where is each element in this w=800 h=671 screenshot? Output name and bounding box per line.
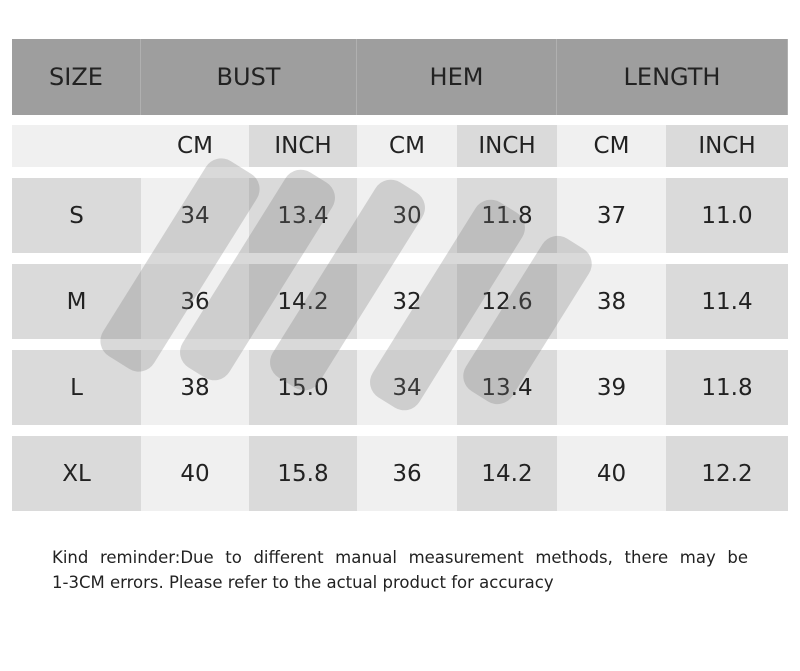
table-cell: 38 xyxy=(557,264,666,339)
row-size-label: M xyxy=(12,264,141,339)
table-cell: 34 xyxy=(141,178,249,253)
header-bust: BUST xyxy=(141,39,357,115)
note-line-1: Kind reminder:Due to different manual me… xyxy=(52,548,748,567)
subheader-unit: INCH xyxy=(457,125,557,167)
header-size: SIZE xyxy=(12,39,141,115)
table-cell: 14.2 xyxy=(249,264,357,339)
table-cell: 15.8 xyxy=(249,436,357,511)
row-size-label: XL xyxy=(12,436,141,511)
table-cell: 13.4 xyxy=(457,350,557,425)
table-cell: 34 xyxy=(357,350,457,425)
table-cell: 12.2 xyxy=(666,436,788,511)
table-cell: 32 xyxy=(357,264,457,339)
subheader-unit: INCH xyxy=(666,125,788,167)
table-cell: 40 xyxy=(557,436,666,511)
table-cell: 40 xyxy=(141,436,249,511)
table-cell: 36 xyxy=(141,264,249,339)
header-length: LENGTH xyxy=(557,39,788,115)
subheader-unit: CM xyxy=(357,125,457,167)
table-cell: 37 xyxy=(557,178,666,253)
table-cell: 30 xyxy=(357,178,457,253)
table-cell: 14.2 xyxy=(457,436,557,511)
note-line-2: 1-3CM errors. Please refer to the actual… xyxy=(52,573,554,592)
subheader-unit: CM xyxy=(141,125,249,167)
table-cell: 11.4 xyxy=(666,264,788,339)
table-cell: 11.8 xyxy=(457,178,557,253)
table-cell: 15.0 xyxy=(249,350,357,425)
table-cell: 11.8 xyxy=(666,350,788,425)
kind-reminder-note: Kind reminder:Due to different manual me… xyxy=(52,545,748,595)
subheader-unit: INCH xyxy=(249,125,357,167)
table-cell: 39 xyxy=(557,350,666,425)
table-cell: 36 xyxy=(357,436,457,511)
table-cell: 11.0 xyxy=(666,178,788,253)
row-size-label: L xyxy=(12,350,141,425)
subheader-blank xyxy=(12,125,141,167)
table-cell: 12.6 xyxy=(457,264,557,339)
subheader-unit: CM xyxy=(557,125,666,167)
header-hem: HEM xyxy=(357,39,557,115)
table-cell: 13.4 xyxy=(249,178,357,253)
table-cell: 38 xyxy=(141,350,249,425)
row-size-label: S xyxy=(12,178,141,253)
